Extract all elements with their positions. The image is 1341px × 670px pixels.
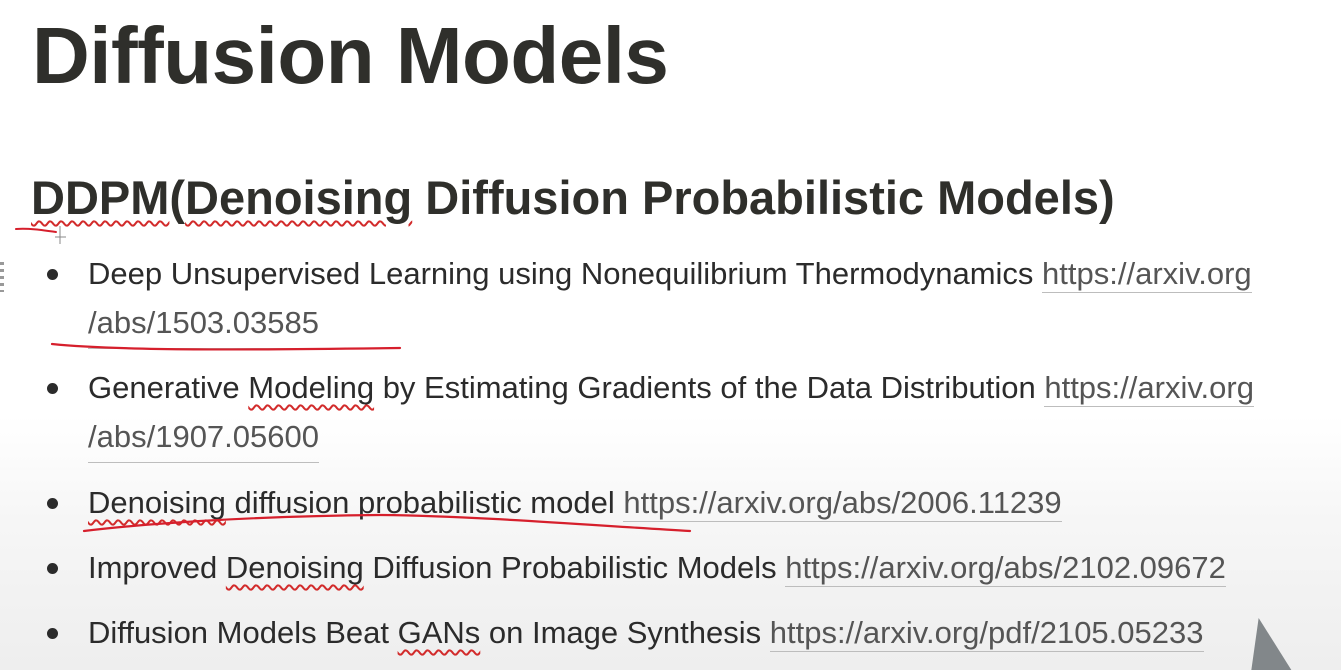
paper-title: Diffusion Models Beat	[88, 615, 398, 650]
bullet-dot-icon	[47, 269, 58, 280]
paper-item-5: Diffusion Models Beat GANs on Image Synt…	[47, 608, 1328, 657]
paper-item-2: Generative Modeling by Estimating Gradie…	[47, 363, 1328, 463]
bullet-dot-icon	[47, 563, 58, 574]
bullet-dot-icon	[47, 383, 58, 394]
paper-title-flagged-word: GANs	[397, 615, 481, 650]
paper-link-continued[interactable]: /abs/1503.03585	[88, 298, 319, 349]
paper-title-rest: on Image Synthesis	[480, 615, 770, 650]
heading-paren: (	[169, 171, 186, 224]
paper-link[interactable]: https://arxiv.org	[1042, 256, 1252, 293]
heading-abbrev: DDPM	[31, 171, 170, 224]
paper-title-flagged-word: Denoising	[88, 485, 226, 520]
paper-title-flagged-word: Modeling	[248, 370, 375, 405]
drag-handle-icon[interactable]	[0, 262, 4, 292]
paper-link[interactable]: https://arxiv.org	[1044, 370, 1254, 407]
heading-rest: Diffusion Probabilistic Models)	[412, 171, 1115, 224]
paper-title-flagged-word: Denoising	[225, 550, 364, 585]
heading-word: Denoising	[185, 171, 413, 224]
paper-title: Generative	[88, 370, 249, 405]
paper-title-rest: by Estimating Gradients of the Data Dist…	[374, 370, 1045, 405]
paper-link-continued[interactable]: /abs/1907.05600	[88, 412, 319, 463]
pointer-arrow-icon	[1251, 618, 1299, 670]
paper-item-1: Deep Unsupervised Learning using Nonequi…	[47, 249, 1328, 349]
paper-item-4: Improved Denoising Diffusion Probabilist…	[47, 543, 1328, 592]
slide-title: Diffusion Models	[32, 11, 669, 100]
paper-link[interactable]: https://arxiv.org/abs/2102.09672	[785, 550, 1226, 587]
paper-title-rest: Diffusion Probabilistic Models	[363, 550, 786, 585]
paper-title-rest: diffusion probabilistic model	[225, 485, 624, 520]
paper-link[interactable]: https://arxiv.org/pdf/2105.05233	[769, 615, 1204, 652]
paper-title: Improved	[88, 550, 226, 585]
paper-title: Deep Unsupervised Learning using Nonequi…	[88, 256, 1043, 291]
paper-item-3: Denoising diffusion probabilistic model …	[47, 478, 1328, 527]
paper-link[interactable]: https://arxiv.org/abs/2006.11239	[623, 485, 1062, 522]
bullet-dot-icon	[47, 628, 58, 639]
bullet-dot-icon	[47, 498, 58, 509]
section-heading: DDPM(Denoising Diffusion Probabilistic M…	[31, 170, 1115, 225]
